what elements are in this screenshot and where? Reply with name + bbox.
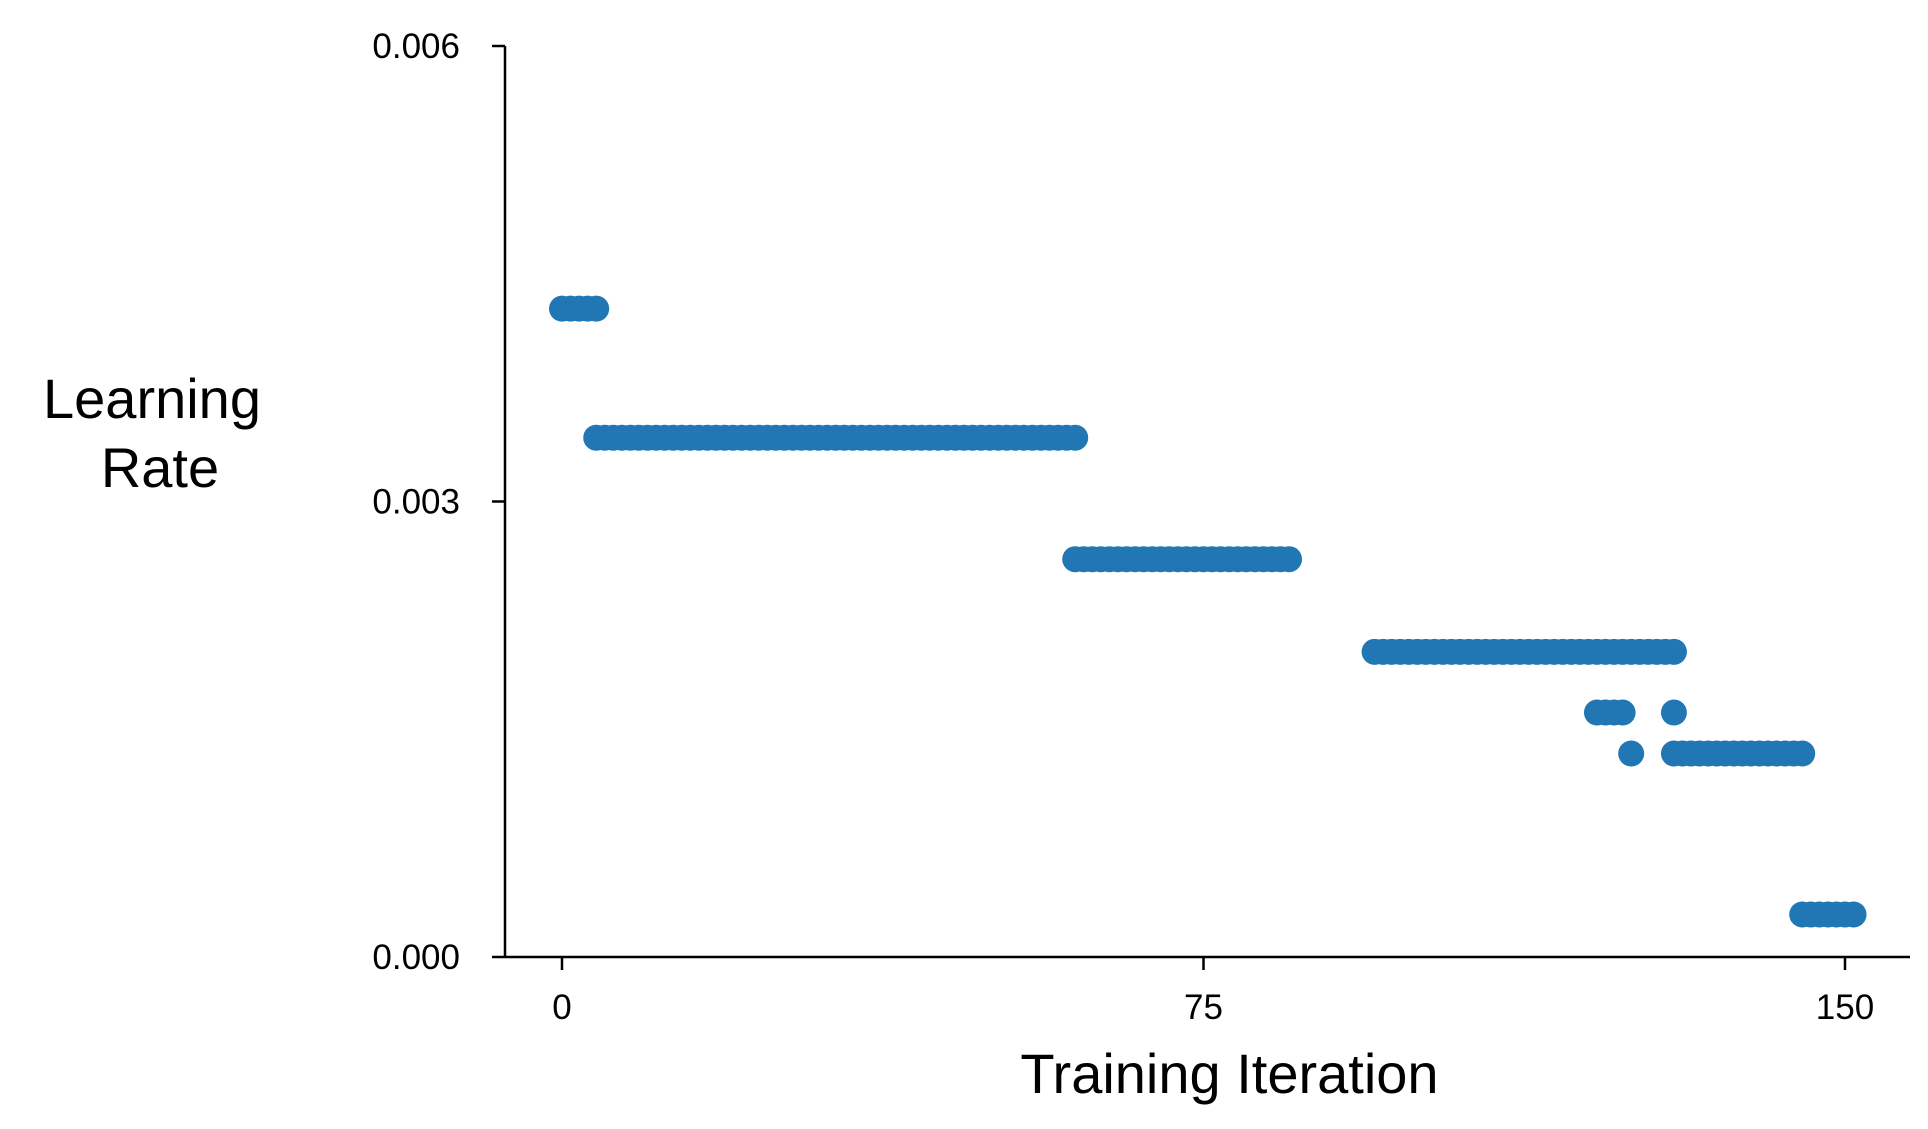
- data-point: [1618, 740, 1645, 767]
- data-point: [1660, 699, 1687, 726]
- data-point: [583, 295, 610, 322]
- x-axis-title: Training Iteration: [1020, 1042, 1438, 1105]
- data-point: [1840, 901, 1867, 928]
- x-axis-ticks: 0 75 150: [552, 957, 1874, 1027]
- data-point: [1062, 424, 1089, 451]
- data-points: [549, 295, 1867, 928]
- y-tick-label: 0.006: [372, 27, 460, 66]
- y-axis-title-line-2: Rate: [101, 436, 219, 499]
- x-tick-label: 150: [1816, 988, 1874, 1027]
- data-point: [1609, 699, 1636, 726]
- data-point: [1789, 740, 1816, 767]
- y-axis-ticks: 0.000 0.003 0.006: [372, 27, 505, 977]
- y-tick-label: 0.003: [372, 483, 460, 522]
- y-tick-label: 0.000: [372, 938, 460, 977]
- x-tick-label: 75: [1184, 988, 1223, 1027]
- y-axis-title-line-1: Learning: [43, 367, 261, 430]
- data-point: [1660, 638, 1687, 665]
- data-point: [1276, 546, 1303, 573]
- x-tick-label: 0: [552, 988, 571, 1027]
